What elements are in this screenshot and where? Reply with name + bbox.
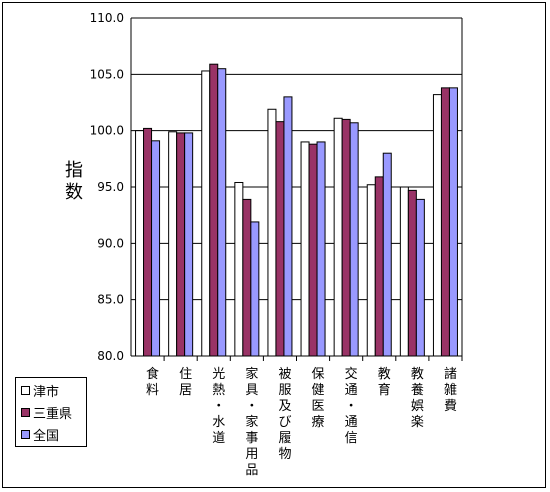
bar-tsu — [135, 130, 145, 357]
bar-mie — [242, 198, 252, 357]
y-tick-label: 90.0 — [97, 236, 124, 250]
chart-frame — [2, 2, 546, 488]
y-tick-label: 95.0 — [97, 180, 124, 194]
bar-national — [217, 68, 227, 357]
bar-national — [382, 152, 392, 357]
category-label: 被服及び履物 — [278, 367, 291, 462]
bars — [135, 63, 458, 357]
bar-tsu — [399, 186, 409, 357]
legend-swatch-national — [21, 429, 30, 439]
bar-national — [415, 198, 425, 357]
legend-swatch-tsu — [21, 385, 30, 395]
bar-mie — [374, 176, 384, 357]
bar-tsu — [267, 108, 277, 357]
category-label: 光熱・水道 — [212, 367, 225, 446]
bar-mie — [176, 132, 186, 357]
bar-national — [184, 132, 194, 357]
category-label: 教育 — [378, 366, 391, 398]
bar-tsu — [300, 141, 310, 357]
bar-mie — [407, 189, 417, 357]
bar-mie — [209, 63, 219, 357]
category-label: 教養娯楽 — [411, 366, 424, 430]
legend-label-tsu: 津市 — [33, 384, 60, 400]
bar-mie — [308, 143, 318, 357]
category-label: 保健医療 — [312, 367, 325, 430]
bar-national — [349, 122, 359, 357]
legend-swatch-mie — [21, 407, 30, 417]
y-tick-label: 100.0 — [90, 124, 124, 138]
bar-national — [448, 87, 458, 357]
y-tick-label: 80.0 — [97, 349, 124, 363]
category-label: 家具・家事用品 — [245, 366, 258, 478]
bar-mie — [143, 127, 153, 357]
bar-tsu — [234, 181, 244, 357]
bar-tsu — [201, 70, 211, 357]
bar-tsu — [333, 117, 343, 357]
bar-national — [250, 221, 260, 357]
bar-tsu — [168, 131, 178, 357]
bar-national — [151, 140, 161, 357]
category-label: 住居 — [179, 367, 192, 398]
y-tick-label: 110.0 — [90, 11, 124, 25]
axes — [130, 18, 463, 361]
bar-mie — [341, 118, 351, 357]
bar-mie — [440, 87, 450, 357]
bar-national — [283, 96, 293, 357]
y-tick-label: 85.0 — [97, 293, 124, 307]
y-axis-label: 指数 — [65, 160, 83, 203]
legend-label-national: 全国 — [33, 428, 60, 444]
legend-item-mie: 三重県 — [21, 403, 73, 422]
category-label: 食料 — [146, 366, 159, 398]
legend-label-mie: 三重県 — [33, 406, 73, 422]
category-label: 交通・通信 — [345, 366, 358, 446]
y-tick-labels: 80.0 85.0 90.0 95.0 100.0 105.0 110.0 — [90, 11, 124, 363]
bar-national — [316, 141, 326, 357]
legend-item-tsu: 津市 — [21, 381, 60, 400]
y-tick-label: 105.0 — [90, 67, 124, 81]
bar-tsu — [366, 184, 376, 357]
legend-item-national: 全国 — [21, 425, 60, 444]
bar-mie — [275, 121, 285, 357]
y-axis-label-text: 指数 — [65, 160, 83, 203]
bar-tsu — [432, 94, 442, 357]
legend: 津市 三重県 全国 — [15, 377, 87, 447]
category-label: 諸雑費 — [444, 366, 457, 414]
